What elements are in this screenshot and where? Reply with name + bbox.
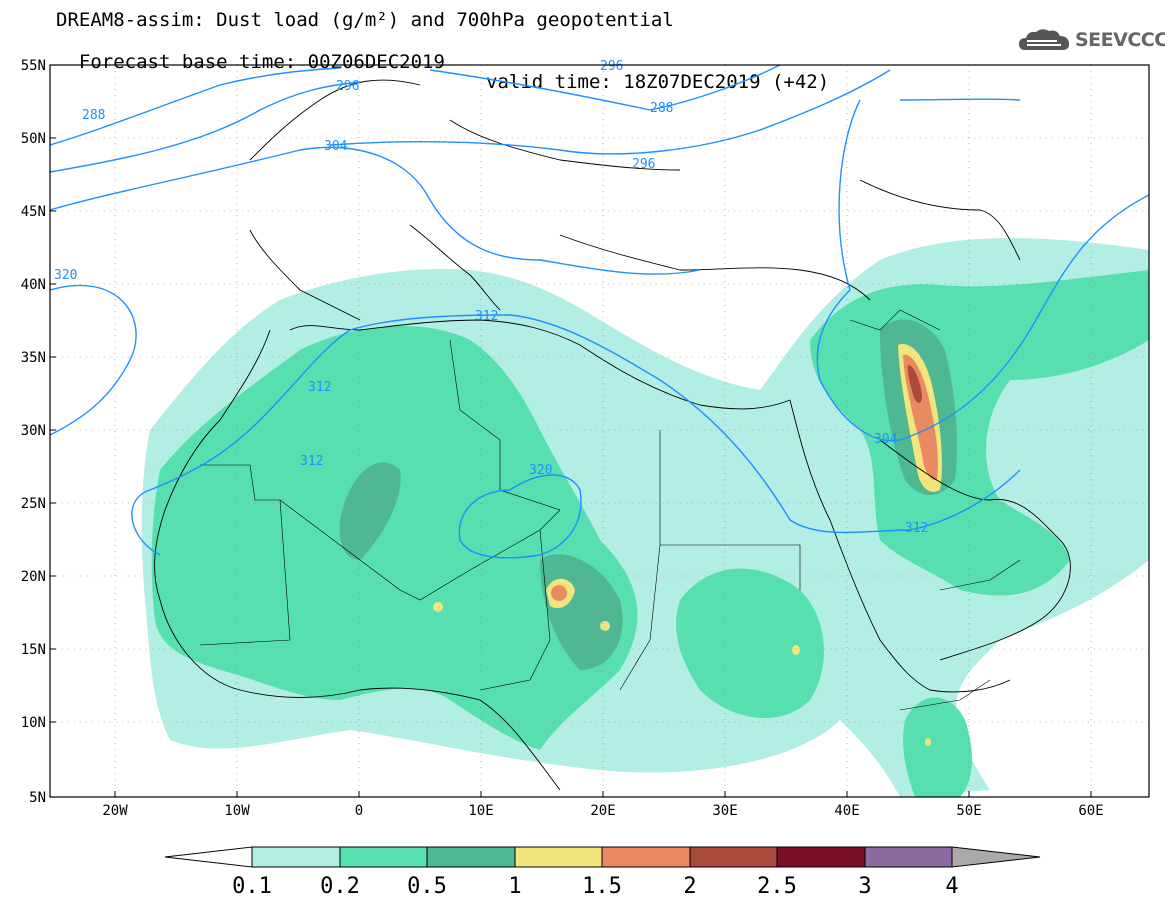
map-frame: [49, 64, 1150, 798]
longitude-labels: 20W 10W 0 10E 20E 30E 40E 50E 60E: [102, 803, 1103, 819]
contour-label: 296: [336, 79, 359, 94]
contour-312-east: [899, 98, 1021, 101]
lon-label: 60E: [1078, 803, 1103, 819]
valid-time: valid time: 18Z07DEC2019 (+42): [486, 71, 830, 93]
colorbar: [164, 846, 1041, 868]
dust-area-0.5: [339, 462, 401, 560]
lat-label: 45N: [21, 204, 46, 220]
lat-label: 25N: [21, 496, 46, 512]
contour-320-west: [50, 284, 137, 436]
colorbar-swatch: [689, 846, 778, 868]
contour-label: 320: [54, 268, 77, 283]
contour-304-east: [816, 99, 1149, 442]
dust-area-1: [600, 621, 610, 631]
dust-area-2: [907, 365, 922, 403]
contour-312-west: [131, 314, 1021, 556]
colorbar-label: 2: [683, 874, 696, 899]
colorbar-label: 3: [858, 874, 871, 899]
lat-label: 15N: [21, 642, 46, 658]
colorbar-swatch: [426, 846, 516, 868]
contour-label: 312: [300, 454, 323, 469]
lat-label: 55N: [21, 58, 46, 74]
dust-shading: [141, 238, 1149, 797]
colorbar-swatch: [776, 846, 866, 868]
contour-label: 304: [874, 432, 898, 447]
contour-label: 320: [529, 463, 552, 478]
coastlines: [154, 79, 1071, 791]
lon-label: 50E: [956, 803, 981, 819]
geopotential-contours: [50, 65, 1149, 559]
dust-area-0.2-horn: [903, 697, 972, 797]
colorbar-swatch: [601, 846, 691, 868]
dust-area-1: [792, 645, 800, 655]
lon-label: 10W: [224, 803, 250, 819]
base-time: Forecast base time: 00Z06DEC2019: [78, 51, 445, 73]
lat-label: 30N: [21, 423, 46, 439]
lon-label: 20W: [102, 803, 128, 819]
lon-label: 30E: [712, 803, 737, 819]
contour-320-sahara: [458, 474, 582, 559]
colorbar-swatch: [339, 846, 428, 868]
colorbar-swatch: [864, 846, 953, 868]
contour-label: 312: [308, 380, 331, 395]
colorbar-labels: 0.1 0.2 0.5 1 1.5 2 2.5 3 4: [232, 874, 959, 899]
logo-text: SEEVCCC: [1075, 29, 1165, 51]
dust-area-0.2-central: [676, 568, 824, 719]
latitude-labels: 55N 50N 45N 40N 35N 30N 25N 20N 15N 10N …: [21, 58, 46, 806]
cloud-icon: [1019, 29, 1070, 50]
contour-label: 304: [324, 139, 348, 154]
dust-area-1: [433, 602, 443, 612]
colorbar-label: 2.5: [757, 874, 797, 899]
time-info: Forecast base time: 00Z06DEC2019 valid t…: [56, 32, 829, 92]
contour-label: 288: [650, 101, 673, 116]
colorbar-label: 0.1: [232, 874, 272, 899]
colorbar-swatch: [514, 846, 603, 868]
gridlines: [50, 65, 1149, 797]
lon-label: 10E: [468, 803, 493, 819]
contour-label: 312: [475, 309, 498, 324]
dust-area-1.5: [551, 585, 567, 601]
contour-label: 296: [600, 59, 623, 74]
lon-label: 40E: [834, 803, 859, 819]
colorbar-label: 4: [945, 874, 958, 899]
lat-label: 10N: [21, 715, 46, 731]
contour-label: 296: [632, 157, 655, 172]
contour-296-east: [329, 69, 891, 155]
contour-labels: 288 296 304 320 312 312 312 320 288 296 …: [54, 59, 928, 536]
contour-label: 288: [82, 108, 105, 123]
borders: [199, 309, 1021, 711]
colorbar-label: 1: [508, 874, 521, 899]
contour-288-east: [429, 65, 781, 111]
dust-area-0.2-west: [151, 326, 638, 750]
lat-label: 5N: [29, 790, 46, 806]
map-title: DREAM8-assim: Dust load (g/m²) and 700hP…: [56, 9, 674, 31]
contour-288: [50, 67, 341, 146]
colorbar-label: 0.2: [320, 874, 360, 899]
contour-296: [50, 81, 361, 173]
colorbar-low-arrow: [164, 846, 253, 868]
colorbar-label: 1.5: [582, 874, 622, 899]
lat-label: 35N: [21, 350, 46, 366]
colorbar-label: 0.5: [407, 874, 447, 899]
dust-area-1: [925, 738, 931, 746]
colorbar-high-arrow: [951, 846, 1041, 868]
contour-label: 312: [905, 521, 928, 536]
contour-304: [50, 146, 701, 275]
tick-marks: [50, 64, 1092, 797]
lon-label: 0: [355, 803, 363, 819]
lat-label: 40N: [21, 277, 46, 293]
colorbar-swatch: [251, 846, 341, 868]
lon-label: 20E: [590, 803, 615, 819]
lat-label: 50N: [21, 131, 46, 147]
seevccc-logo: SEEVCCC: [1017, 26, 1165, 56]
lat-label: 20N: [21, 569, 46, 585]
